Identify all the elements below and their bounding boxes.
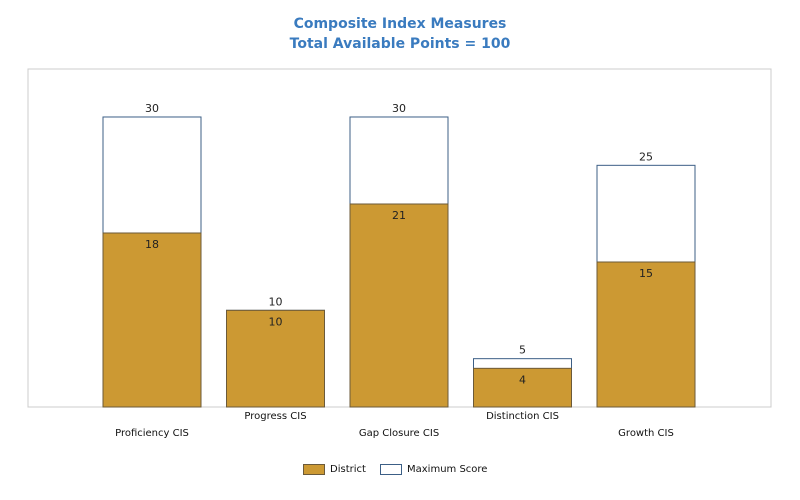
label-maximum-distinction-cis: 5 bbox=[519, 344, 526, 357]
label-district-gap-closure-cis: 21 bbox=[392, 209, 406, 222]
bars-group: 30 18 Proficiency CIS 10 10 Progress CIS 30 21 G… bbox=[102, 102, 696, 439]
legend: District Maximum Score bbox=[0, 464, 800, 480]
legend-item-district: District bbox=[303, 464, 366, 475]
bar-district-progress-cis bbox=[226, 309, 325, 408]
bar-district-gap-closure-cis bbox=[349, 203, 449, 408]
label-district-distinction-cis: 4 bbox=[519, 373, 526, 386]
category-label-progress-cis: Progress CIS bbox=[244, 411, 306, 422]
bar-district-distinction-cis bbox=[473, 367, 572, 408]
category-label-distinction-cis: Distinction CIS bbox=[486, 411, 559, 422]
legend-label-maximum-score: Maximum Score bbox=[407, 464, 488, 475]
label-maximum-gap-closure-cis: 30 bbox=[392, 102, 406, 115]
label-district-growth-cis: 15 bbox=[639, 267, 653, 280]
category-label-growth-cis: Growth CIS bbox=[618, 428, 674, 439]
label-district-progress-cis: 10 bbox=[269, 315, 283, 328]
legend-label-district: District bbox=[330, 464, 366, 475]
category-label-gap-closure-cis: Gap Closure CIS bbox=[359, 428, 439, 439]
legend-swatch-district bbox=[303, 464, 325, 475]
label-maximum-progress-cis: 10 bbox=[269, 295, 283, 308]
category-label-proficiency-cis: Proficiency CIS bbox=[115, 428, 189, 439]
label-district-proficiency-cis: 18 bbox=[145, 238, 159, 251]
legend-swatch-maximum-score bbox=[380, 464, 402, 475]
bar-district-proficiency-cis bbox=[102, 232, 202, 408]
chart-subtitle: Total Available Points = 100 bbox=[289, 36, 511, 52]
bar-district-growth-cis bbox=[596, 261, 696, 408]
label-maximum-proficiency-cis: 30 bbox=[145, 102, 159, 115]
chart-title: Composite Index Measures bbox=[293, 16, 507, 32]
label-maximum-growth-cis: 25 bbox=[639, 150, 653, 163]
legend-item-maximum-score: Maximum Score bbox=[380, 464, 487, 475]
